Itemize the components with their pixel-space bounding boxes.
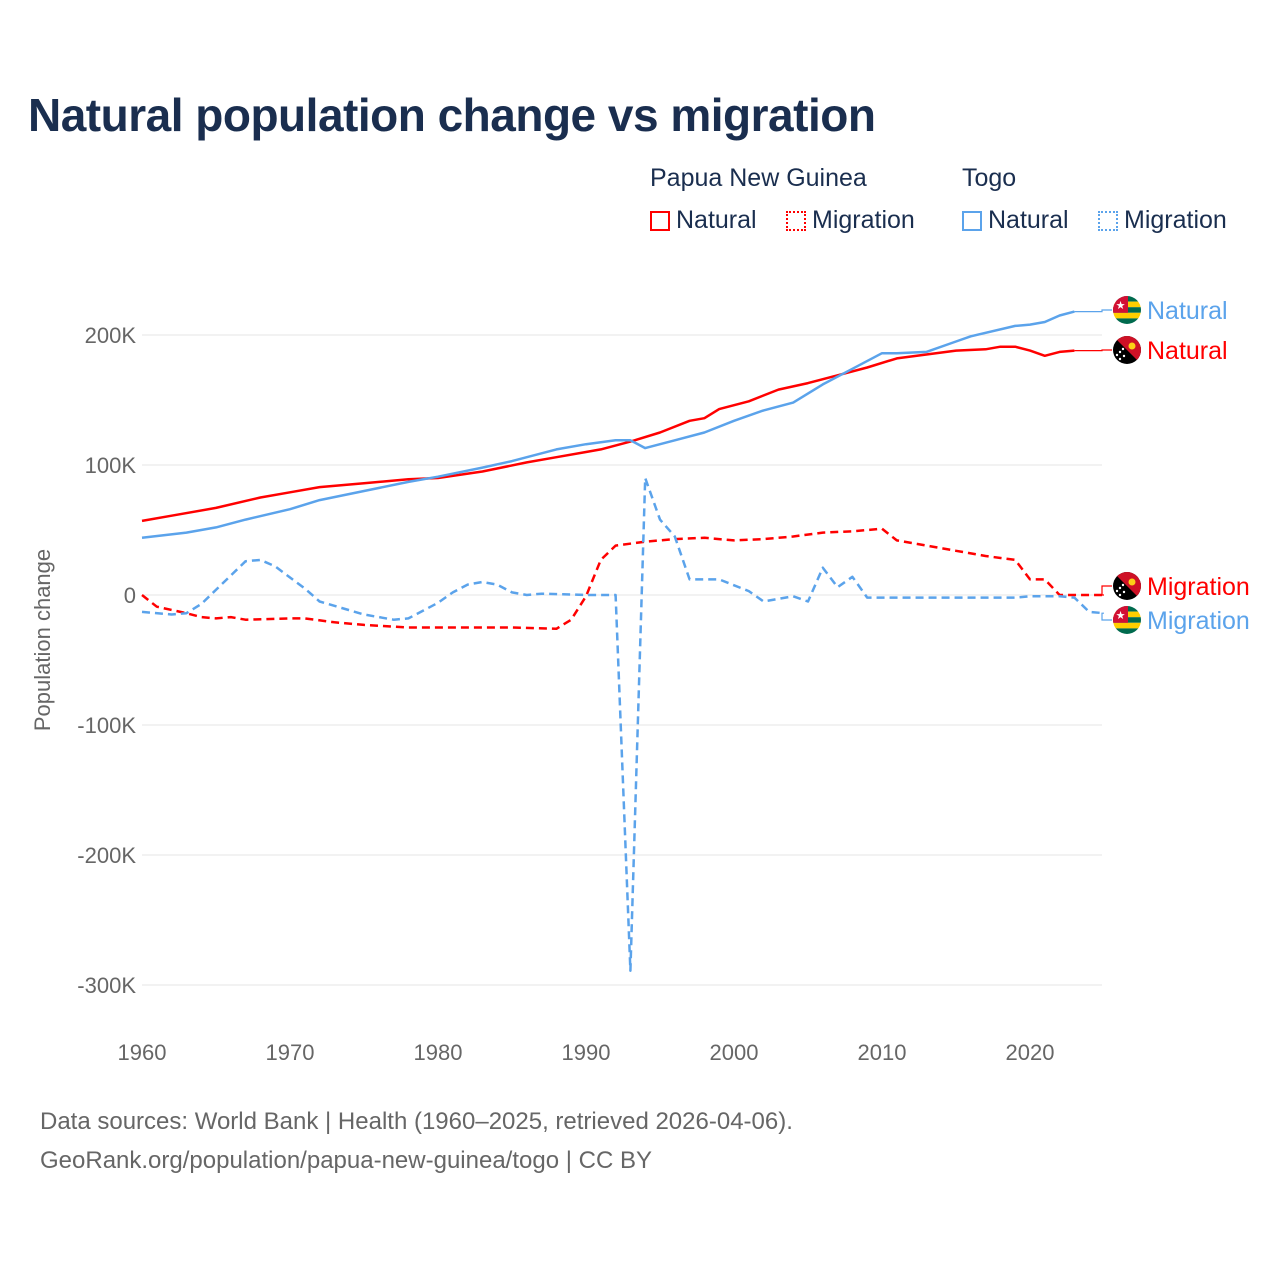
dotted-swatch-icon [1098,210,1118,231]
legend-png-migration[interactable]: Migration [786,206,915,235]
footer-link[interactable]: GeoRank.org/population/papua-new-guinea/… [40,1147,652,1174]
series-end-label: Natural [1147,297,1228,325]
series-line-togo-migration [141,476,1105,972]
legend-label: Migration [812,206,915,234]
dotted-swatch-icon [786,210,806,231]
footer-sources: Data sources: World Bank | Health (1960–… [40,1108,793,1135]
x-tick-label: 1970 [266,1040,315,1065]
leader-line [1101,585,1112,596]
y-tick-label: 0 [124,583,136,608]
x-tick-label: 1980 [414,1040,463,1065]
x-tick-label: 1960 [118,1040,167,1065]
y-tick-label: 100K [85,453,137,478]
chart-title: Natural population change vs migration [28,89,876,141]
svg-text:★: ★ [1116,300,1126,312]
legend-png-natural[interactable]: Natural [650,206,757,235]
y-axis-label: Population change [30,549,55,731]
x-tick-label: 2000 [710,1040,759,1065]
png-flag-icon [1113,336,1141,364]
y-tick-label: 200K [85,323,137,348]
series-line-papua-new-guinea-natural [141,345,1075,523]
legend-label: Migration [1124,206,1227,234]
leader-line [1101,612,1112,621]
series-end-label: Migration [1147,573,1250,601]
leader-line [1074,349,1112,352]
legend-label: Natural [676,206,757,234]
series-end-label: Natural [1147,337,1228,365]
x-tick-label: 2020 [1006,1040,1055,1065]
svg-text:★: ★ [1116,610,1126,622]
solid-swatch-icon [650,210,670,231]
legend-label: Natural [988,206,1069,234]
x-tick-label: 1990 [562,1040,611,1065]
legend-togo-natural[interactable]: Natural [962,206,1069,235]
series-end-label: Migration [1147,607,1250,635]
y-tick-label: -100K [77,713,136,738]
legend-togo-migration[interactable]: Migration [1098,206,1227,235]
legend-group-togo: Togo [962,164,1017,192]
togo-flag-icon: ★ [1113,296,1141,324]
togo-flag-icon: ★ [1113,606,1141,634]
leader-line [1074,309,1112,313]
png-flag-icon [1113,572,1141,600]
series-line-papua-new-guinea-migration [141,527,1104,631]
y-tick-label: -300K [77,973,136,998]
y-tick-label: -200K [77,843,136,868]
series-line-togo-natural [141,310,1075,540]
x-tick-label: 2010 [858,1040,907,1065]
legend-group-png: Papua New Guinea [650,164,867,192]
solid-swatch-icon [962,210,982,231]
